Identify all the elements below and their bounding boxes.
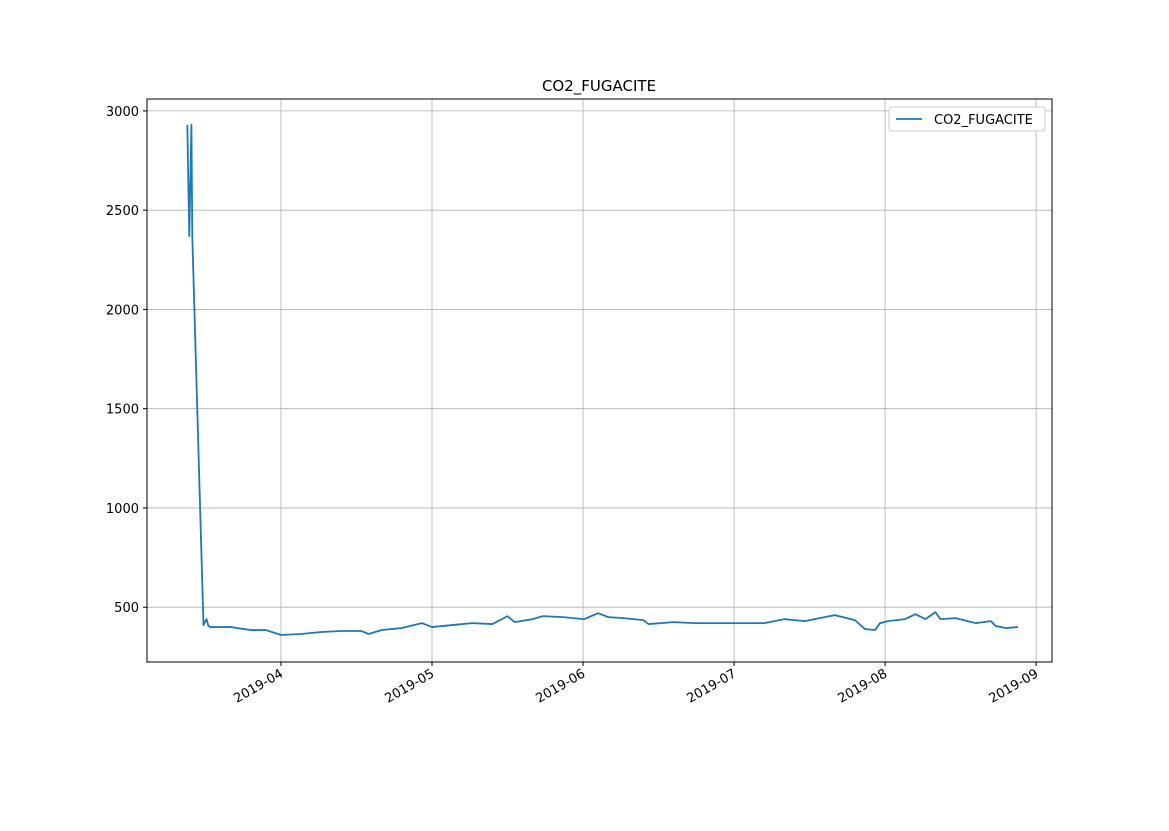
x-tick-label: 2019-07 xyxy=(685,666,740,706)
y-tick-label: 2000 xyxy=(106,303,139,318)
x-tick-label: 2019-09 xyxy=(987,666,1042,706)
x-tick-label: 2019-05 xyxy=(382,666,437,706)
y-tick-label: 500 xyxy=(114,601,139,616)
legend-label: CO2_FUGACITE xyxy=(934,113,1033,128)
y-tick-label: 1000 xyxy=(106,502,139,517)
chart-title: CO2_FUGACITE xyxy=(542,77,656,96)
x-tick-label: 2019-06 xyxy=(533,666,588,706)
y-tick-label: 1500 xyxy=(106,403,139,418)
data-line xyxy=(186,123,1019,636)
plot-frame xyxy=(146,98,1053,663)
y-tick-label: 2500 xyxy=(106,204,139,219)
x-tick-label: 2019-08 xyxy=(836,666,891,706)
y-tick-label: 3000 xyxy=(106,105,139,120)
x-tick-label: 2019-04 xyxy=(231,666,286,706)
legend-box xyxy=(888,106,1046,132)
